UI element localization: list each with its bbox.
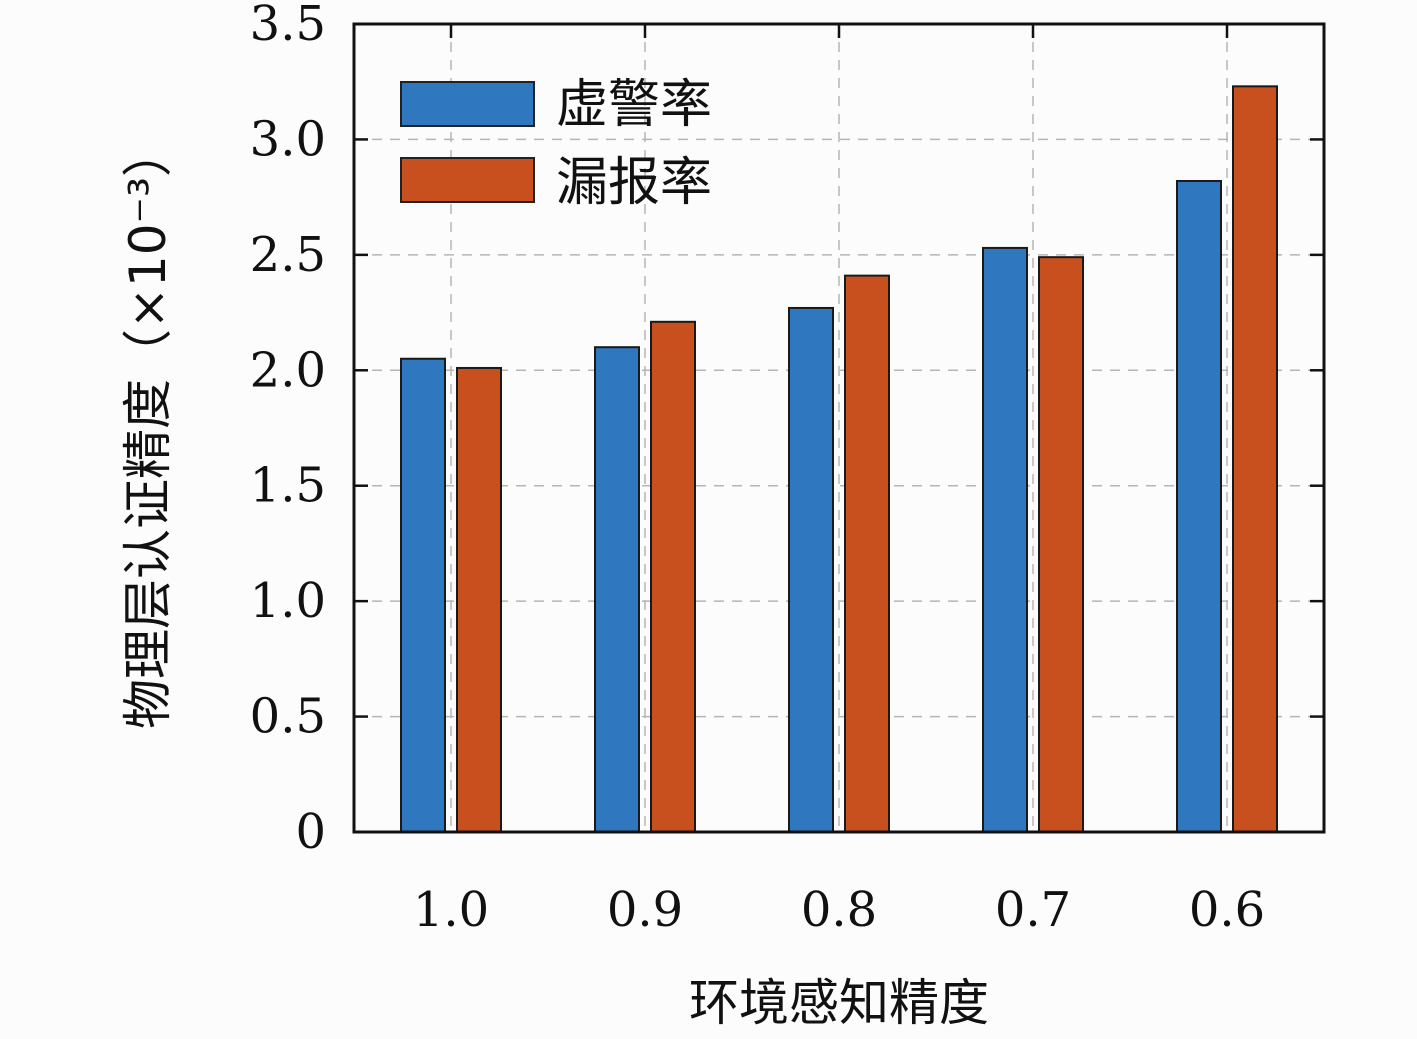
bar-series-2-0.9 bbox=[650, 320, 696, 833]
x-tick-label: 1.0 bbox=[413, 882, 489, 938]
legend-swatch-series-1 bbox=[400, 81, 535, 127]
bar-series-1-1.0 bbox=[400, 357, 446, 833]
bar-series-2-0.7 bbox=[1038, 256, 1084, 833]
y-tick-label: 3.5 bbox=[250, 0, 326, 52]
x-tick-label: 0.9 bbox=[607, 882, 683, 938]
y-tick-label: 2.0 bbox=[250, 342, 326, 398]
x-tick-label: 0.8 bbox=[801, 882, 877, 938]
x-axis-title: 环境感知精度 bbox=[689, 974, 989, 1032]
legend: 虚警率 漏报率 bbox=[400, 75, 712, 213]
legend-label-series-1: 虚警率 bbox=[556, 75, 712, 135]
y-tick-label: 3.0 bbox=[250, 111, 326, 167]
x-axis-ticks: 1.0 0.9 0.8 0.7 0.6 bbox=[413, 24, 1265, 938]
bar-series-2-1.0 bbox=[456, 366, 502, 833]
y-tick-label: 1.0 bbox=[250, 573, 326, 629]
bar-series-2-0.8 bbox=[844, 274, 890, 833]
legend-swatch-series-2 bbox=[400, 157, 535, 203]
legend-label-series-2: 漏报率 bbox=[556, 153, 712, 213]
bar-series-1-0.9 bbox=[594, 346, 640, 833]
bar-series-1-0.6 bbox=[1176, 179, 1222, 834]
y-axis-ticks: 0 0.5 1.0 1.5 2.0 2.5 3.0 3.5 bbox=[250, 0, 1324, 860]
y-tick-label: 2.5 bbox=[250, 227, 326, 283]
y-tick-label: 1.5 bbox=[250, 458, 326, 514]
grid-lines bbox=[354, 24, 1324, 832]
y-tick-label: 0 bbox=[295, 804, 326, 860]
x-tick-label: 0.6 bbox=[1189, 882, 1265, 938]
bar-series-2-0.6 bbox=[1232, 85, 1278, 834]
y-tick-label: 0.5 bbox=[250, 689, 326, 745]
bar-series-1-0.8 bbox=[788, 306, 834, 833]
bar-series-1-0.7 bbox=[982, 246, 1028, 833]
y-axis-title: 物理层认证精度（×10⁻³） bbox=[119, 127, 177, 729]
bars bbox=[400, 85, 1278, 834]
x-tick-label: 0.7 bbox=[995, 882, 1071, 938]
